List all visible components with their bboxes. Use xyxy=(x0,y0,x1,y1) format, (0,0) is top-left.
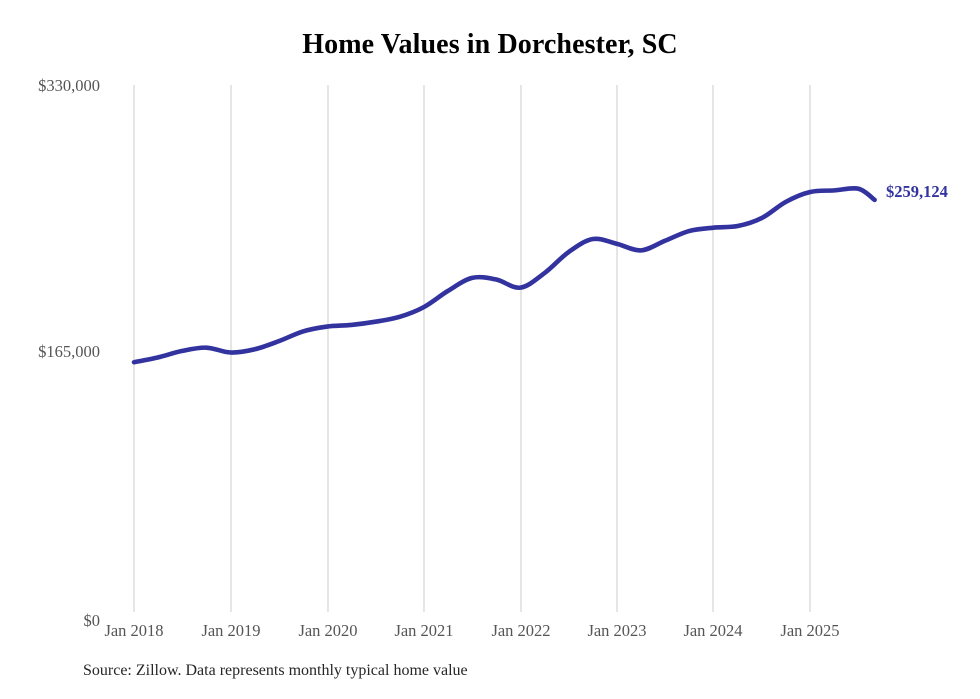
x-tick-label-jan-2020: Jan 2020 xyxy=(298,621,358,640)
x-tick-label-jan-2019: Jan 2019 xyxy=(201,621,261,640)
x-tick-label-jan-2018: Jan 2018 xyxy=(104,621,164,640)
y-tick-label-165000: $165,000 xyxy=(38,342,100,361)
home-value-line-series xyxy=(131,185,877,365)
x-tick-label-jan-2024: Jan 2024 xyxy=(683,621,743,640)
endpoint-value-label: $259,124 xyxy=(886,182,948,201)
x-tick-label-jan-2021: Jan 2021 xyxy=(394,621,454,640)
x-tick-label-jan-2025: Jan 2025 xyxy=(780,621,840,640)
x-tick-label-jan-2022: Jan 2022 xyxy=(491,621,551,640)
chart-title: Home Values in Dorchester, SC xyxy=(302,29,678,60)
y-tick-label-0: $0 xyxy=(83,611,101,630)
vertical-gridlines xyxy=(133,85,811,612)
x-tick-label-jan-2023: Jan 2023 xyxy=(587,621,647,640)
y-tick-label-330000: $330,000 xyxy=(38,76,100,95)
source-note: Source: Zillow. Data represents monthly … xyxy=(83,662,468,679)
